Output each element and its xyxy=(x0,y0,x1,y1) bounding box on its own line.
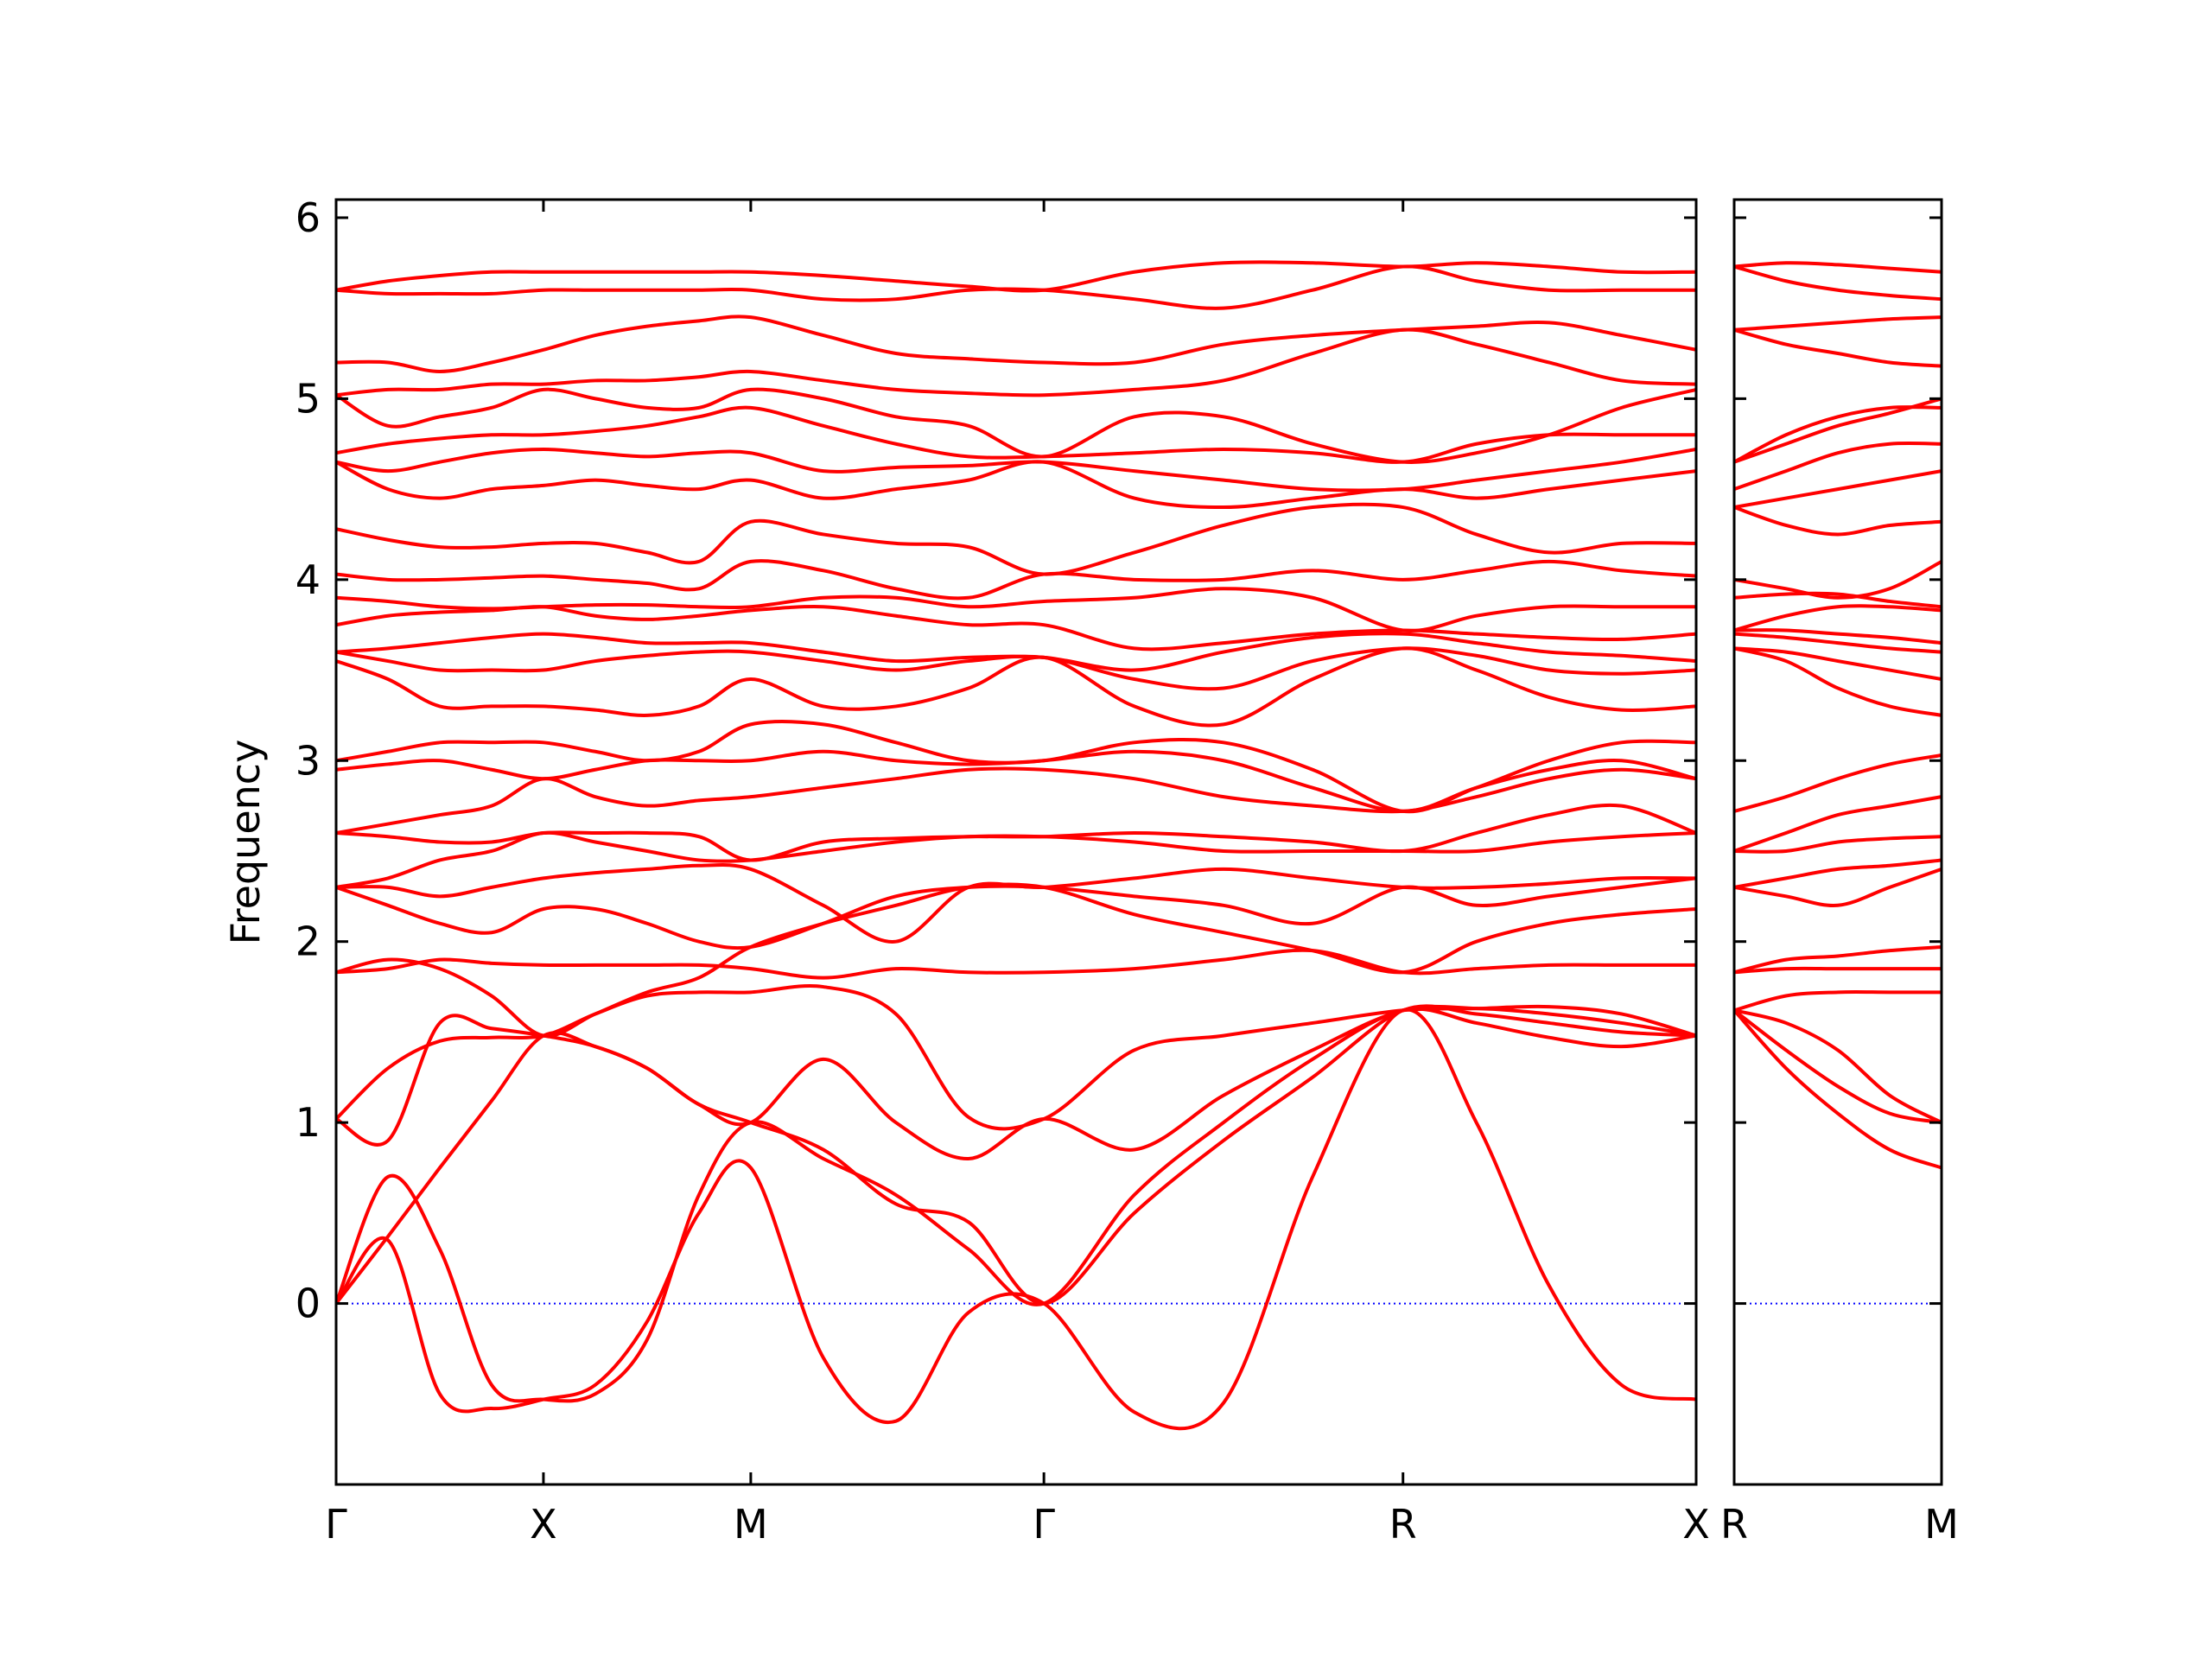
x-tick-label: Γ xyxy=(1033,1501,1055,1548)
plot-frame xyxy=(1732,198,1943,1486)
band-line xyxy=(1734,261,1942,274)
band-line xyxy=(1734,315,1942,332)
band-line xyxy=(1734,646,1942,717)
plot-frame xyxy=(334,198,1698,1486)
band-line xyxy=(336,405,1696,464)
y-tick-label: 1 xyxy=(296,1099,321,1146)
band-line xyxy=(1734,405,1942,464)
band-line xyxy=(1734,327,1942,368)
x-tick-label: X xyxy=(1682,1501,1710,1548)
band-line xyxy=(1734,868,1942,907)
band-line xyxy=(1734,1008,1942,1124)
band-line xyxy=(1734,990,1942,1013)
band-line xyxy=(336,720,1696,814)
band-line xyxy=(1734,753,1942,813)
band-line xyxy=(336,983,1696,1131)
band-line xyxy=(336,1007,1696,1431)
band-line xyxy=(1734,505,1942,537)
band-line xyxy=(1734,264,1942,302)
band-line xyxy=(336,387,1696,464)
y-tick-label: 2 xyxy=(296,918,321,965)
band-line xyxy=(1734,632,1942,654)
y-tick-label: 0 xyxy=(296,1281,321,1327)
band-line xyxy=(1734,858,1942,889)
band-line xyxy=(336,803,1696,862)
band-line xyxy=(1734,591,1942,609)
x-tick-label: M xyxy=(1924,1501,1959,1548)
band-line xyxy=(336,327,1696,397)
band-line xyxy=(336,632,1696,672)
band-line xyxy=(336,264,1696,310)
band-line xyxy=(1734,835,1942,854)
band-line xyxy=(336,502,1696,576)
y-tick-label: 5 xyxy=(296,375,321,422)
band-line xyxy=(1734,441,1942,491)
band-line xyxy=(1734,604,1942,632)
band-line xyxy=(336,559,1696,601)
x-tick-label: X xyxy=(530,1501,557,1548)
y-tick-label: 4 xyxy=(296,556,321,603)
x-tick-label: R xyxy=(1720,1501,1748,1548)
y-tick-label: 6 xyxy=(296,194,321,241)
band-line xyxy=(1734,628,1942,645)
band-line xyxy=(1734,1008,1942,1170)
bands xyxy=(1734,261,1942,1170)
panel: 0 1 2 3 4 5 6 Γ X M Γ R X Frequency xyxy=(222,194,1710,1548)
band-line xyxy=(336,315,1696,373)
band-line xyxy=(336,1007,1696,1403)
band-line xyxy=(1734,560,1942,600)
band-line xyxy=(1734,966,1942,975)
band-line xyxy=(1734,646,1942,681)
band-line xyxy=(336,646,1696,691)
band-line xyxy=(336,862,1696,944)
band-line xyxy=(336,260,1696,293)
band-line xyxy=(1734,944,1942,975)
y-tick-label: 3 xyxy=(296,737,321,784)
band-line xyxy=(1734,1008,1942,1125)
band-line xyxy=(1734,469,1942,510)
band-line xyxy=(336,460,1696,510)
x-tick-label: R xyxy=(1389,1501,1417,1548)
x-tick-label: Γ xyxy=(325,1501,347,1548)
band-line xyxy=(336,948,1696,980)
band-line xyxy=(336,876,1696,950)
x-tick-label: M xyxy=(734,1501,768,1548)
bands xyxy=(336,260,1696,1431)
band-line xyxy=(336,882,1696,1038)
band-line xyxy=(1734,795,1942,853)
y-axis-label: Frequency xyxy=(222,740,269,945)
band-line xyxy=(336,1004,1696,1161)
band-line xyxy=(336,766,1696,835)
band-line xyxy=(336,587,1696,632)
band-line xyxy=(336,646,1696,728)
band-line xyxy=(336,448,1696,493)
